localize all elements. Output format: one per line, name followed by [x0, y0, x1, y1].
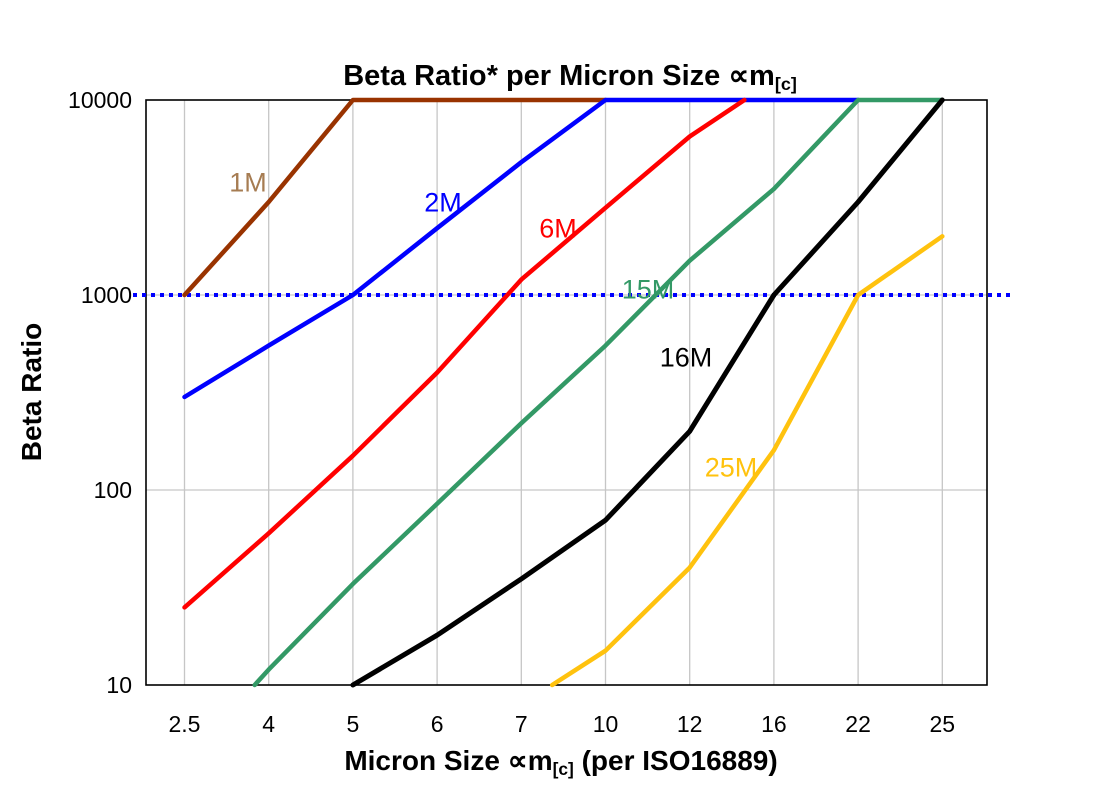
series-line-6m: [182, 97, 747, 610]
x-axis-title-suffix: (per ISO16889): [573, 745, 778, 776]
y-tick-label: 100: [93, 477, 132, 503]
x-tick-label: 16: [761, 711, 787, 737]
x-tick-label: 7: [514, 711, 528, 737]
series-line-16m: [350, 97, 945, 688]
y-tick-label: 1000: [80, 282, 132, 308]
series-label-15m: 15M: [621, 274, 675, 305]
x-tick-label: 2.5: [168, 711, 201, 737]
series-label-1m: 1M: [229, 167, 267, 198]
x-axis-title-prefix: Micron Size ∝m: [344, 745, 553, 776]
series-label-25m: 25M: [704, 452, 758, 483]
series-label-6m: 6M: [539, 213, 577, 244]
series-line-1m: [182, 97, 608, 298]
x-tick-label: 12: [676, 711, 703, 737]
y-tick-label: 10: [106, 672, 132, 698]
x-tick-label: 25: [929, 711, 956, 737]
chart-title-subscript: [c]: [774, 74, 797, 95]
series-label-16m: 16M: [659, 342, 713, 373]
chart-title-text: Beta Ratio* per Micron Size ∝m: [343, 60, 775, 92]
x-tick-label: 22: [845, 711, 871, 737]
y-tick-label: 10000: [68, 87, 132, 113]
x-tick-label: 10: [592, 711, 619, 737]
x-tick-label: 4: [262, 711, 276, 737]
x-axis-title-subscript: [c]: [552, 758, 574, 779]
x-axis-title: Micron Size ∝m[c] (per ISO16889): [344, 744, 777, 780]
series-line-25m: [549, 234, 945, 688]
series-line-15m: [252, 97, 945, 688]
series-label-2m: 2M: [424, 187, 462, 218]
plot-frame: [145, 99, 988, 686]
series-line-2m: [182, 97, 861, 400]
x-tick-label: 6: [430, 711, 444, 737]
x-tick-label: 5: [346, 711, 360, 737]
chart-title: Beta Ratio* per Micron Size ∝m[c]: [343, 58, 797, 95]
